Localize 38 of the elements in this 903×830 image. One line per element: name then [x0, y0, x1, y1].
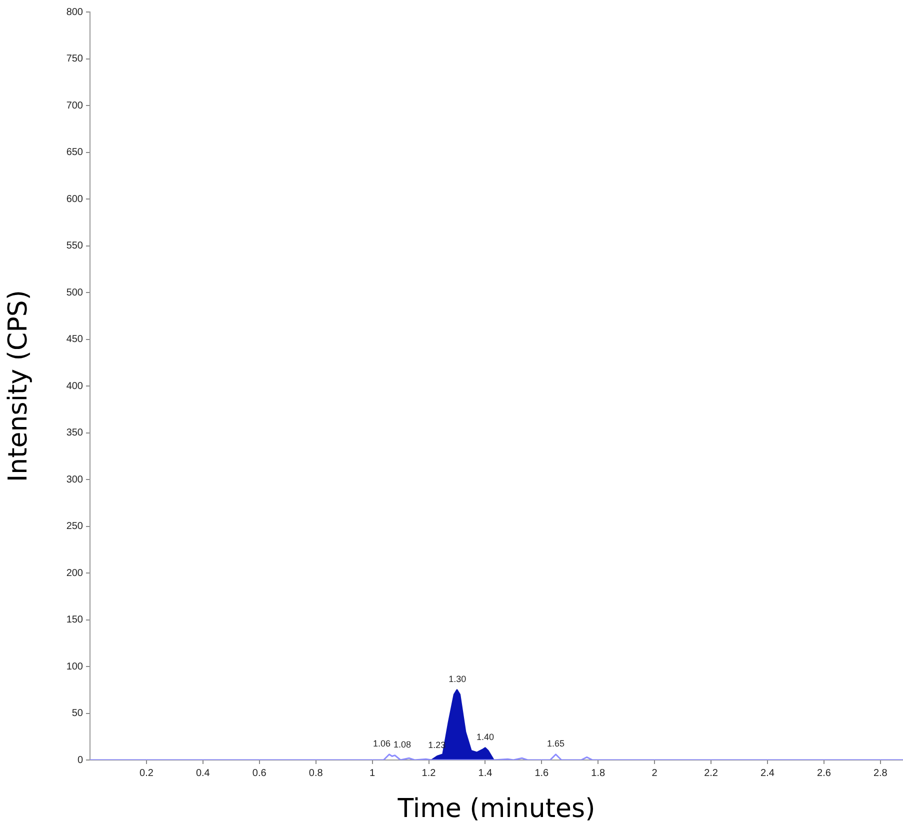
annotation: 1.65: [547, 738, 565, 748]
x-axis-title: Time (minutes): [396, 794, 596, 824]
y-tick-label: 0: [77, 754, 84, 766]
y-tick-label: 500: [66, 287, 84, 298]
annotation: 1.06: [373, 738, 391, 748]
y-tick-label: 300: [66, 474, 84, 486]
x-tick-label: 1.8: [591, 768, 606, 779]
y-tick-label: 800: [66, 6, 84, 18]
y-tick-label: 750: [66, 54, 84, 64]
y-tick-label: 250: [66, 521, 84, 532]
x-tick-label: 1.6: [534, 768, 550, 779]
x-tick-label: 0.2: [140, 768, 154, 779]
x-tick-label: 2.4: [760, 768, 775, 779]
y-tick-label: 550: [66, 240, 84, 252]
annotation: 1.30: [448, 674, 466, 684]
x-tick-label: 2.6: [817, 768, 832, 779]
annotation: 1.40: [476, 732, 494, 742]
y-axis-title: Intensity (CPS): [3, 290, 34, 482]
x-tick-label: 1: [370, 768, 376, 779]
y-tick-label: 700: [66, 100, 84, 112]
x-tick-label: 0.4: [196, 768, 210, 779]
x-tick-label: 2.2: [704, 768, 718, 779]
y-tick-label: 350: [66, 428, 84, 438]
y-tick-label: 50: [72, 708, 84, 719]
y-tick-label: 150: [66, 614, 84, 626]
y-tick-label: 600: [66, 194, 84, 205]
x-tick-label: 0.8: [308, 768, 324, 779]
y-tick-label: 400: [66, 380, 84, 392]
y-tick-label: 100: [66, 661, 84, 672]
y-tick-label: 450: [66, 334, 84, 345]
x-tick-label: 2: [652, 768, 658, 779]
x-tick-label: 1.4: [478, 768, 493, 779]
y-tick-label: 200: [66, 568, 84, 579]
annotation: 1.08: [394, 739, 412, 750]
y-tick-label: 650: [66, 147, 84, 158]
x-tick-label: 1.2: [422, 768, 436, 779]
x-tick-label: 0.6: [252, 768, 267, 779]
x-tick-label: 2.8: [873, 768, 888, 779]
